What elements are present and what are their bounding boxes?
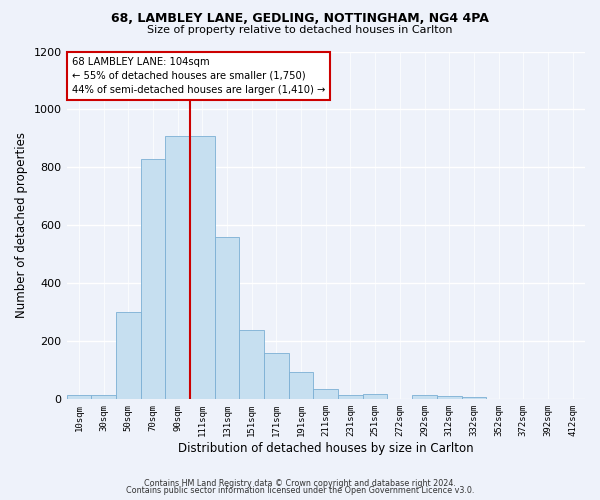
Bar bbox=[363, 394, 388, 400]
X-axis label: Distribution of detached houses by size in Carlton: Distribution of detached houses by size … bbox=[178, 442, 473, 455]
Bar bbox=[313, 389, 338, 400]
Bar bbox=[165, 136, 190, 400]
Bar bbox=[412, 395, 437, 400]
Bar bbox=[215, 237, 239, 400]
Bar bbox=[536, 399, 560, 400]
Bar bbox=[91, 395, 116, 400]
Text: Contains public sector information licensed under the Open Government Licence v3: Contains public sector information licen… bbox=[126, 486, 474, 495]
Bar bbox=[239, 330, 264, 400]
Bar bbox=[437, 396, 461, 400]
Bar bbox=[511, 399, 536, 400]
Bar bbox=[264, 353, 289, 400]
Text: 68 LAMBLEY LANE: 104sqm
← 55% of detached houses are smaller (1,750)
44% of semi: 68 LAMBLEY LANE: 104sqm ← 55% of detache… bbox=[72, 56, 325, 94]
Y-axis label: Number of detached properties: Number of detached properties bbox=[15, 132, 28, 318]
Text: Size of property relative to detached houses in Carlton: Size of property relative to detached ho… bbox=[147, 25, 453, 35]
Bar bbox=[116, 312, 140, 400]
Bar bbox=[67, 395, 91, 400]
Text: Contains HM Land Registry data © Crown copyright and database right 2024.: Contains HM Land Registry data © Crown c… bbox=[144, 478, 456, 488]
Bar bbox=[486, 399, 511, 400]
Bar bbox=[560, 399, 585, 400]
Bar bbox=[461, 397, 486, 400]
Text: 68, LAMBLEY LANE, GEDLING, NOTTINGHAM, NG4 4PA: 68, LAMBLEY LANE, GEDLING, NOTTINGHAM, N… bbox=[111, 12, 489, 26]
Bar bbox=[289, 372, 313, 400]
Bar bbox=[140, 158, 165, 400]
Bar bbox=[190, 136, 215, 400]
Bar bbox=[338, 395, 363, 400]
